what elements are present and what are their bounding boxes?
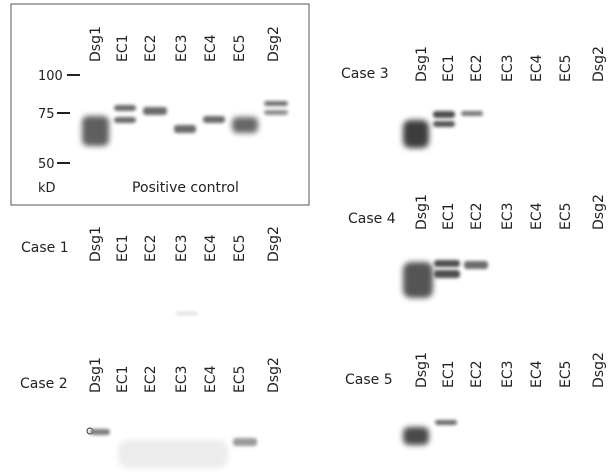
- lane-header-ec2: EC2: [143, 34, 159, 62]
- marker-50-label: 50: [38, 157, 55, 172]
- case-1-lane-ec5: EC5: [232, 234, 248, 262]
- case-1-lane-dsg1: Dsg1: [88, 226, 104, 262]
- band-pc-ec5: [232, 117, 258, 133]
- case-2-background-smear: [118, 440, 228, 468]
- case-1-lane-ec3: EC3: [174, 234, 190, 262]
- lane-header-dsg1: Dsg1: [88, 26, 104, 62]
- case-2-lane-ec5: EC5: [232, 365, 248, 393]
- case-3-band-ec2: [461, 111, 483, 116]
- case-5-band-ec1: [435, 420, 457, 425]
- case-3-lane-ec3: EC3: [500, 54, 516, 82]
- case-5-band-dsg1: [403, 427, 429, 445]
- molecular-weight-markers: 100 75 50 kD: [38, 69, 80, 196]
- case-3-lane-dsg1: Dsg1: [414, 46, 430, 82]
- case-3-lane-dsg2: Dsg2: [591, 46, 607, 82]
- case-5-lane-ec5: EC5: [558, 360, 574, 388]
- lane-header-ec4: EC4: [203, 34, 219, 62]
- case-2-label: Case 2: [20, 376, 68, 392]
- lane-header-dsg2: Dsg2: [266, 26, 282, 62]
- band-pc-dsg2-lower: [264, 110, 288, 115]
- case-1-lane-dsg2: Dsg2: [266, 226, 282, 262]
- case-1-lane-ec2: EC2: [143, 234, 159, 262]
- case-2-band-dsg1: [90, 429, 110, 435]
- case-2-lane-ec4: EC4: [203, 365, 219, 393]
- band-pc-ec1-upper: [114, 105, 136, 111]
- marker-75-label: 75: [38, 107, 55, 122]
- case-1-panel: Case 1 Dsg1 EC1 EC2 EC3 EC4 EC5 Dsg2: [21, 226, 282, 315]
- case-4-lane-ec2: EC2: [469, 202, 485, 230]
- case-1-lane-ec4: EC4: [203, 234, 219, 262]
- case-4-lane-dsg1: Dsg1: [414, 194, 430, 230]
- case-5-lane-ec2: EC2: [469, 360, 485, 388]
- case-2-lane-ec2: EC2: [143, 365, 159, 393]
- positive-control-lane-headers: Dsg1 EC1 EC2 EC3 EC4 EC5 Dsg2: [88, 26, 282, 62]
- case-1-faint-band: [176, 312, 198, 315]
- case-4-band-dsg1: [403, 262, 433, 298]
- case-5-panel: Case 5 Dsg1 EC1 EC2 EC3 EC4 EC5 Dsg2: [345, 352, 607, 445]
- case-2-lane-ec1: EC1: [115, 365, 131, 393]
- case-3-label: Case 3: [341, 66, 389, 82]
- case-3-band-ec1-upper: [433, 111, 455, 118]
- case-1-lane-ec1: EC1: [115, 234, 131, 262]
- case-5-lane-dsg2: Dsg2: [591, 352, 607, 388]
- case-2-lane-ec3: EC3: [174, 365, 190, 393]
- positive-control-title: Positive control: [132, 180, 239, 196]
- case-4-lane-ec3: EC3: [500, 202, 516, 230]
- positive-control-box: [10, 3, 310, 206]
- case-4-band-ec2: [464, 261, 488, 269]
- band-pc-ec3: [174, 125, 196, 133]
- case-2-band-ec5: [233, 438, 257, 446]
- marker-100-label: 100: [38, 69, 63, 84]
- case-5-lane-ec3: EC3: [500, 360, 516, 388]
- positive-control-panel: Dsg1 EC1 EC2 EC3 EC4 EC5 Dsg2 100 75 50 …: [10, 3, 310, 206]
- case-3-panel: Case 3 Dsg1 EC1 EC2 EC3 EC4 EC5 Dsg2: [341, 46, 607, 148]
- band-pc-ec1-lower: [114, 117, 136, 123]
- case-5-lane-dsg1: Dsg1: [414, 352, 430, 388]
- case-4-label: Case 4: [348, 211, 396, 227]
- case-4-lane-ec1: EC1: [441, 202, 457, 230]
- positive-control-bands: [82, 101, 288, 146]
- case-3-lane-ec2: EC2: [469, 54, 485, 82]
- case-2-lane-dsg2: Dsg2: [266, 357, 282, 393]
- case-4-lane-ec5: EC5: [558, 202, 574, 230]
- band-pc-ec4: [203, 116, 225, 123]
- lane-header-ec1: EC1: [115, 34, 131, 62]
- case-5-label: Case 5: [345, 372, 393, 388]
- case-5-lane-ec4: EC4: [529, 360, 545, 388]
- case-2-panel: Case 2 Dsg1 EC1 EC2 EC3 EC4 EC5 Dsg2: [20, 357, 282, 468]
- case-4-panel: Case 4 Dsg1 EC1 EC2 EC3 EC4 EC5 Dsg2: [348, 194, 607, 298]
- case-5-lane-ec1: EC1: [441, 360, 457, 388]
- unit-label: kD: [38, 181, 56, 196]
- band-pc-dsg2-upper: [264, 101, 288, 106]
- lane-header-ec3: EC3: [174, 34, 190, 62]
- case-4-band-ec1-lower: [434, 270, 460, 278]
- band-pc-ec2: [143, 107, 167, 115]
- case-4-band-ec1-upper: [434, 260, 460, 267]
- case-3-band-dsg1: [403, 120, 429, 148]
- case-3-lane-ec1: EC1: [441, 54, 457, 82]
- band-pc-dsg1: [82, 116, 109, 146]
- case-3-lane-ec4: EC4: [529, 54, 545, 82]
- lane-header-ec5: EC5: [232, 34, 248, 62]
- case-4-lane-ec4: EC4: [529, 202, 545, 230]
- case-3-lane-ec5: EC5: [558, 54, 574, 82]
- case-1-label: Case 1: [21, 240, 69, 256]
- case-2-lane-dsg1: Dsg1: [88, 357, 104, 393]
- case-4-lane-dsg2: Dsg2: [591, 194, 607, 230]
- case-3-band-ec1-lower: [433, 121, 455, 127]
